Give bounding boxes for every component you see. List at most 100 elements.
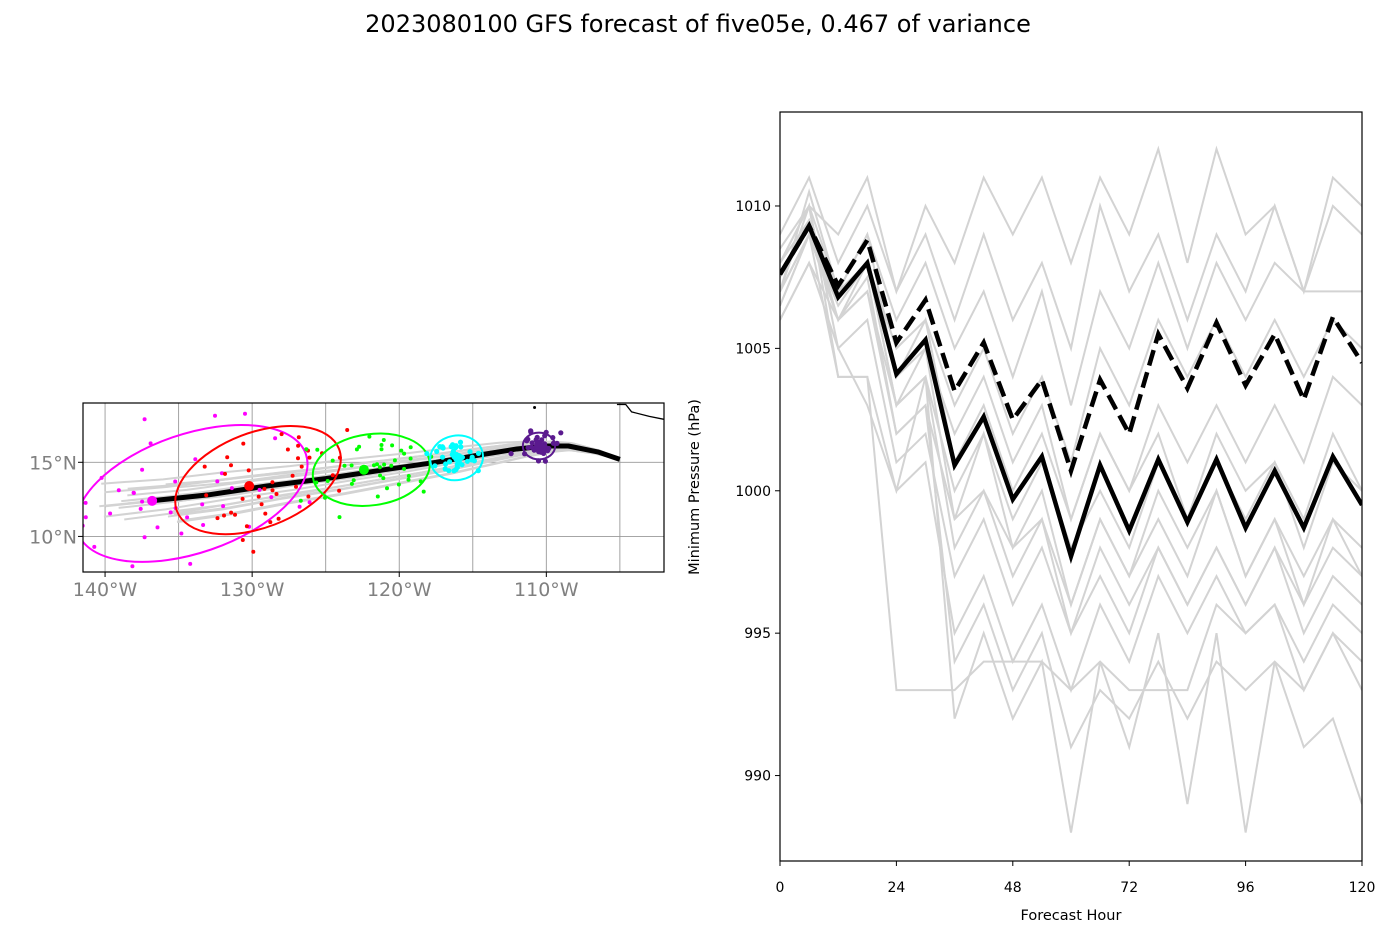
map-lon-tick-label: 110°W	[514, 579, 579, 601]
map-member-point	[130, 564, 135, 569]
map-member-point	[337, 515, 342, 520]
map-member-point	[399, 448, 404, 453]
map-member-point	[381, 438, 386, 442]
map-member-point	[439, 454, 446, 460]
map-member-point	[285, 447, 290, 452]
map-member-point	[179, 531, 184, 536]
map-member-point	[244, 524, 249, 529]
map-member-point	[298, 498, 303, 503]
map-member-point	[131, 491, 136, 495]
map-member-point	[142, 417, 147, 422]
map-member-point	[528, 444, 535, 450]
map-member-point	[215, 516, 220, 521]
y-tick-label: 1010	[735, 199, 771, 215]
map-member-point	[225, 455, 230, 460]
map-member-point	[246, 468, 251, 473]
pressure-member-line	[780, 145, 1362, 295]
map-member-point	[263, 511, 268, 516]
map-member-point	[392, 458, 397, 463]
map-member-point	[396, 482, 401, 487]
map-member-point	[140, 499, 145, 504]
y-tick-label: 1005	[735, 341, 771, 357]
y-tick-label: 995	[744, 626, 771, 642]
x-tick-label: 24	[887, 880, 905, 896]
map-member-point	[299, 464, 304, 469]
map-member-point	[116, 488, 121, 493]
map-member-point	[464, 458, 470, 464]
map-lon-tick-label: 130°W	[220, 579, 285, 601]
map-member-point	[377, 465, 382, 470]
map-member-point	[219, 471, 224, 476]
map-member-point	[256, 494, 261, 499]
map-member-point	[378, 473, 383, 478]
map-member-point	[469, 454, 475, 460]
map-member-point	[533, 437, 539, 443]
map-member-point	[508, 451, 514, 457]
map-member-point	[408, 456, 413, 461]
x-tick-label: 96	[1237, 880, 1255, 896]
map-member-point	[408, 445, 413, 450]
map-member-point	[389, 463, 394, 468]
pressure-member-line	[780, 217, 1362, 609]
map-member-point	[372, 463, 376, 468]
map-member-point	[446, 468, 452, 474]
map-member-point	[349, 481, 354, 486]
map-member-point	[475, 450, 482, 456]
map-member-point	[215, 479, 220, 484]
map-member-point	[188, 561, 193, 566]
x-tick-label: 0	[776, 880, 785, 896]
map-member-point	[304, 447, 309, 452]
pressure-member-line	[780, 217, 1362, 466]
map-member-point	[315, 447, 320, 452]
map-cluster-mean	[453, 452, 464, 463]
map-member-point	[357, 444, 362, 449]
map-member-point	[262, 486, 267, 491]
map-member-point	[83, 515, 88, 520]
map-member-point	[402, 451, 407, 456]
map-cluster-mean	[244, 481, 255, 492]
map-member-point	[221, 504, 226, 509]
map-member-point	[453, 444, 459, 451]
map-member-point	[148, 441, 153, 446]
map-member-point	[447, 459, 453, 465]
map-panel: 140°W 130°W 120°W 110°W 10°N 15°N	[29, 402, 665, 601]
map-cluster-ellipse	[83, 423, 309, 563]
map-member-point	[290, 473, 295, 478]
map-member-point	[307, 455, 312, 460]
map-member-point	[223, 471, 227, 476]
map-member-point	[240, 538, 245, 542]
map-member-point	[83, 500, 88, 505]
map-member-point	[173, 479, 178, 484]
map-member-point	[467, 449, 473, 455]
pressure-member-line	[780, 231, 1362, 693]
map-member-point	[276, 516, 281, 521]
map-member-point	[222, 513, 226, 518]
map-member-point	[385, 486, 389, 491]
map-member-point	[297, 504, 302, 509]
map-member-point	[424, 451, 430, 457]
map-member-point	[142, 535, 147, 540]
map-member-point	[434, 448, 440, 455]
map-member-point	[375, 494, 380, 499]
x-tick-label: 120	[1349, 880, 1376, 896]
pressure-member-line	[780, 174, 1362, 353]
map-member-point	[273, 436, 278, 441]
map-lat-tick-label: 15°N	[29, 452, 77, 474]
map-member-point	[529, 440, 535, 446]
map-cluster-ellipse	[521, 431, 557, 461]
pressure-member-line	[780, 260, 1362, 833]
map-member-point	[269, 495, 274, 500]
map-member-point	[74, 575, 78, 579]
map-member-point	[168, 510, 173, 515]
map-member-point	[294, 484, 298, 489]
map-member-point	[421, 489, 426, 494]
map-member-point	[432, 463, 438, 469]
map-member-point	[307, 500, 312, 505]
map-member-point	[108, 511, 113, 516]
x-tick-label: 48	[1004, 880, 1022, 896]
map-member-point	[457, 439, 464, 445]
map-member-point	[402, 466, 407, 471]
map-member-point	[202, 464, 207, 469]
map-member-point	[351, 478, 356, 483]
